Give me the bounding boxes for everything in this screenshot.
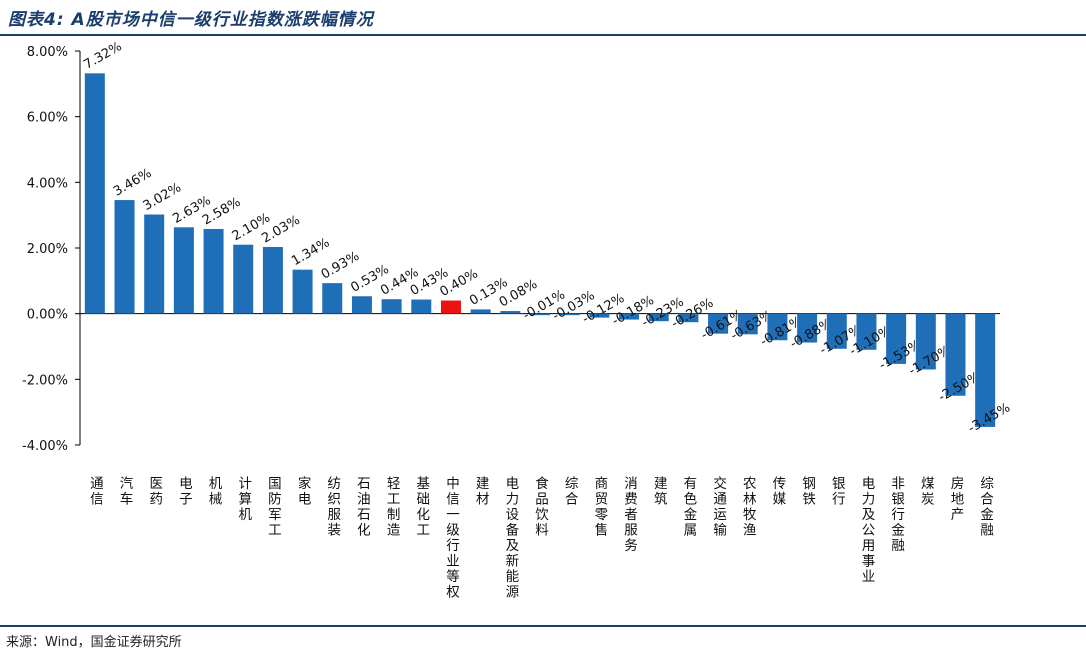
data-label: 1.34% (289, 235, 332, 269)
bar[interactable] (708, 313, 729, 334)
category-label: 煤炭 (921, 476, 935, 508)
bar[interactable] (559, 313, 580, 316)
bar[interactable] (767, 313, 788, 341)
bar[interactable] (856, 313, 877, 350)
category-label: 国防军工 (268, 476, 282, 539)
source-note: 来源：Wind，国金证券研究所 (6, 635, 182, 650)
category-label: 计算机 (238, 476, 252, 523)
y-tick-label: 6.00% (27, 111, 68, 126)
chart-title: 图表4: A股市场中信一级行业指数涨跌幅情况 (8, 10, 374, 30)
category-label: 食品饮料 (535, 475, 549, 539)
bar[interactable] (322, 283, 343, 314)
bar[interactable] (915, 313, 936, 370)
category-label: 综合金融 (980, 476, 994, 539)
bar[interactable] (470, 309, 491, 314)
y-tick-label: -2.00% (22, 373, 68, 388)
bar[interactable] (262, 247, 283, 314)
bar[interactable] (381, 299, 402, 314)
category-label: 银行 (832, 476, 846, 508)
bar[interactable] (530, 313, 550, 316)
category-label: 轻工制造 (387, 476, 401, 539)
bar-chart: 8.00% 6.00% 4.00% 2.00% 0.00% -2.00% -4.00% 7.3… (22, 39, 1013, 601)
bar[interactable] (144, 214, 165, 314)
category-label: 纺织服装 (328, 476, 342, 539)
bar[interactable] (440, 300, 461, 314)
bar[interactable] (203, 228, 224, 314)
category-label: 电子 (179, 476, 193, 508)
bar[interactable] (233, 244, 254, 314)
bar[interactable] (886, 313, 907, 364)
bar[interactable] (351, 296, 372, 314)
category-label: 综合 (565, 476, 579, 508)
bar[interactable] (114, 200, 135, 314)
bar[interactable] (975, 313, 996, 427)
bar[interactable] (589, 313, 610, 318)
category-label: 农林牧渔 (743, 476, 757, 539)
y-tick-label: 8.00% (27, 45, 68, 60)
category-label: 家电 (298, 475, 312, 508)
category-label: 医药 (149, 476, 163, 508)
bar[interactable] (173, 227, 194, 314)
bar[interactable] (737, 313, 758, 335)
bar[interactable] (619, 313, 640, 320)
category-label: 通信 (90, 476, 104, 508)
bar[interactable] (797, 313, 818, 343)
category-label: 电力设备及新能源 (506, 476, 520, 601)
y-tick-label: 4.00% (27, 176, 68, 191)
category-label: 商贸零售 (595, 476, 609, 539)
category-label: 房地产 (951, 476, 965, 523)
bar[interactable] (826, 313, 847, 349)
y-tick-label: -4.00% (22, 439, 68, 454)
category-label: 电力及公用事业 (862, 476, 876, 585)
category-label: 中信一级行业等权 (446, 476, 460, 601)
data-label: 7.32% (81, 39, 124, 73)
y-tick-label: 0.00% (27, 308, 68, 323)
category-label: 汽车 (120, 476, 134, 508)
bar[interactable] (500, 311, 521, 314)
category-label: 钢铁 (802, 476, 816, 508)
bar[interactable] (945, 313, 966, 396)
y-tick-label: 2.00% (27, 242, 68, 257)
chart-area: 8.00% 6.00% 4.00% 2.00% 0.00% -2.00% -4.00% 7.3… (0, 36, 1086, 624)
data-label: 3.46% (111, 166, 154, 200)
category-label: 交通运输 (713, 475, 727, 539)
category-label: 非银行金融 (891, 476, 905, 554)
category-label: 石油石化 (357, 476, 371, 539)
category-label: 基础化工 (417, 475, 431, 539)
category-label: 机械 (209, 476, 223, 508)
bar[interactable] (678, 313, 699, 323)
footer-divider (0, 625, 1086, 627)
category-label: 消费者服务 (624, 476, 638, 554)
bar[interactable] (648, 313, 669, 322)
category-label: 有色金属 (684, 476, 698, 539)
title-bar: 图表4: A股市场中信一级行业指数涨跌幅情况 (0, 0, 1086, 36)
bar[interactable] (411, 299, 432, 314)
category-label: 传媒 (773, 476, 787, 508)
category-label: 建筑 (654, 476, 668, 508)
category-label: 建材 (476, 476, 490, 508)
bar[interactable] (292, 269, 313, 314)
bar[interactable] (84, 73, 105, 314)
